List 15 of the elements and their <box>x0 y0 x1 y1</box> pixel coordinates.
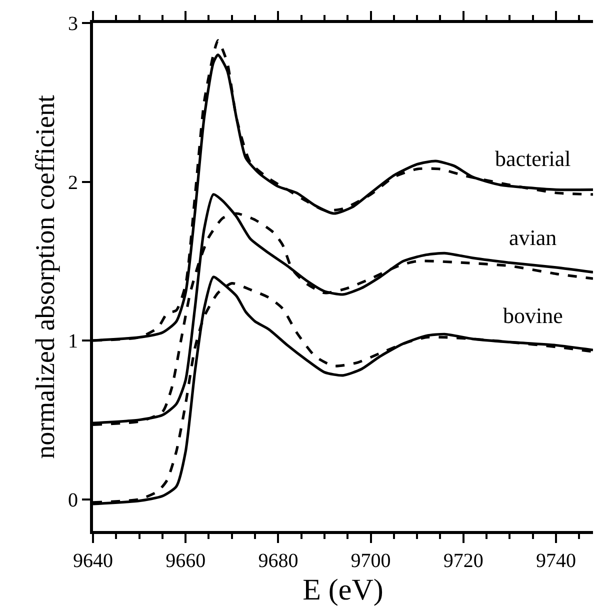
x-tick-label: 9740 <box>536 550 576 572</box>
x-tick-label: 9720 <box>443 550 484 572</box>
annotation: bovine <box>503 303 563 328</box>
x-axis-title: E (eV) <box>302 574 384 606</box>
x-tick-label: 9640 <box>73 550 113 572</box>
x-tick-label: 9680 <box>258 550 298 572</box>
annotation: avian <box>509 225 557 250</box>
annotation: bacterial <box>495 146 571 171</box>
y-tick-label: 2 <box>68 172 78 194</box>
y-tick-label: 1 <box>68 330 78 352</box>
y-tick-label: 0 <box>68 489 78 512</box>
y-axis-title: normalized absorption coefficient <box>30 94 60 459</box>
y-tick-label: 3 <box>68 13 78 35</box>
x-tick-label: 9660 <box>166 550 206 572</box>
x-tick-label: 9700 <box>350 550 391 572</box>
